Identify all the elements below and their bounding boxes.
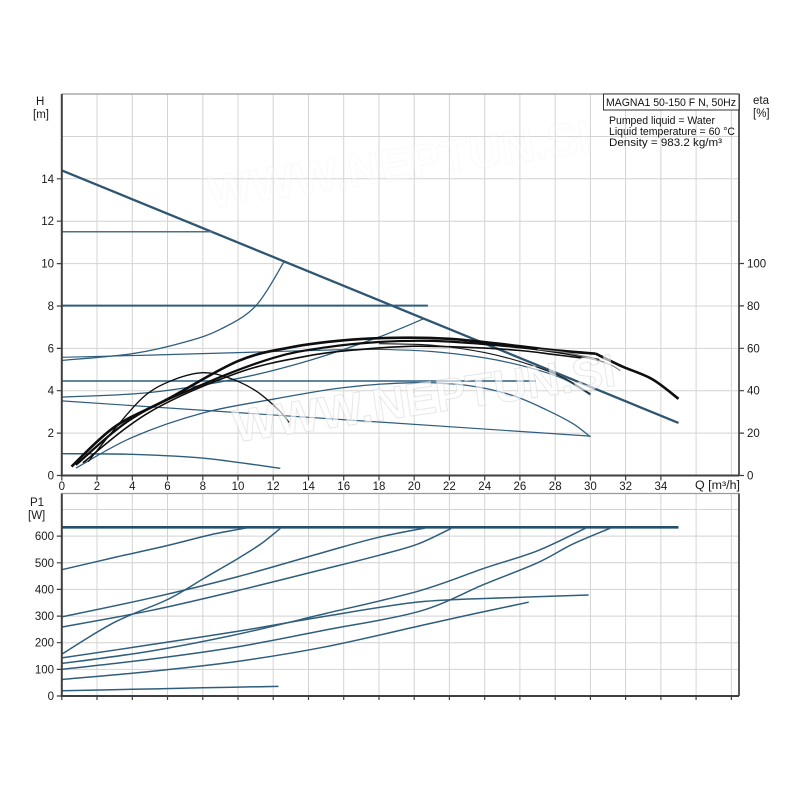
svg-text:[%]: [%] [753,108,770,120]
svg-text:4: 4 [129,481,136,493]
svg-text:30: 30 [584,481,597,493]
svg-text:14: 14 [302,481,315,493]
svg-text:26: 26 [514,481,527,493]
svg-text:8: 8 [200,481,206,493]
svg-text:0: 0 [48,471,54,483]
svg-text:80: 80 [747,301,760,313]
svg-text:4: 4 [48,386,55,398]
svg-text:2: 2 [94,481,100,493]
svg-text:MAGNA1 50-150 F N, 50Hz: MAGNA1 50-150 F N, 50Hz [606,97,736,109]
svg-text:100: 100 [35,664,54,676]
svg-text:Liquid temperature = 60 °C: Liquid temperature = 60 °C [609,126,735,138]
svg-text:10: 10 [41,259,54,271]
svg-text:20: 20 [747,428,760,440]
svg-text:0: 0 [59,481,65,493]
svg-text:16: 16 [337,481,350,493]
svg-text:Pumped liquid = Water: Pumped liquid = Water [609,115,715,127]
svg-text:2: 2 [48,428,54,440]
svg-text:8: 8 [48,301,54,313]
svg-text:300: 300 [35,611,54,623]
svg-text:10: 10 [232,481,245,493]
svg-text:0: 0 [48,691,54,703]
svg-text:28: 28 [549,481,562,493]
svg-text:eta: eta [753,95,770,107]
svg-text:0: 0 [747,471,753,483]
svg-text:[W]: [W] [28,510,45,522]
svg-text:P1: P1 [30,497,44,509]
svg-text:400: 400 [35,584,54,596]
svg-text:6: 6 [48,343,54,355]
svg-text:Q [m³/h]: Q [m³/h] [695,480,740,492]
svg-text:Density = 983.2 kg/m³: Density = 983.2 kg/m³ [609,137,722,149]
svg-text:12: 12 [267,481,280,493]
svg-text:200: 200 [35,638,54,650]
svg-text:H: H [36,96,44,108]
svg-text:34: 34 [655,481,668,493]
svg-text:18: 18 [373,481,386,493]
svg-text:60: 60 [747,343,760,355]
svg-text:6: 6 [164,481,170,493]
svg-text:20: 20 [408,481,421,493]
svg-text:600: 600 [35,531,54,543]
svg-text:40: 40 [747,386,760,398]
svg-text:500: 500 [35,558,54,570]
svg-text:14: 14 [41,174,54,186]
svg-text:32: 32 [619,481,632,493]
svg-text:100: 100 [747,259,766,271]
svg-text:22: 22 [443,481,456,493]
svg-text:24: 24 [478,481,491,493]
svg-text:12: 12 [41,216,54,228]
svg-text:[m]: [m] [33,109,49,121]
